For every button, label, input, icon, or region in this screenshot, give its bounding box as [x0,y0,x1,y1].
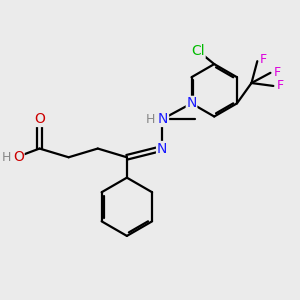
Text: O: O [13,150,24,164]
Text: Cl: Cl [191,44,205,58]
Text: F: F [274,66,281,79]
Text: H: H [146,113,155,126]
Text: N: N [158,112,169,126]
Text: N: N [157,142,167,155]
Text: F: F [277,80,284,92]
Text: F: F [260,53,267,66]
Text: H: H [2,151,12,164]
Text: O: O [34,112,45,126]
Text: N: N [186,96,197,110]
